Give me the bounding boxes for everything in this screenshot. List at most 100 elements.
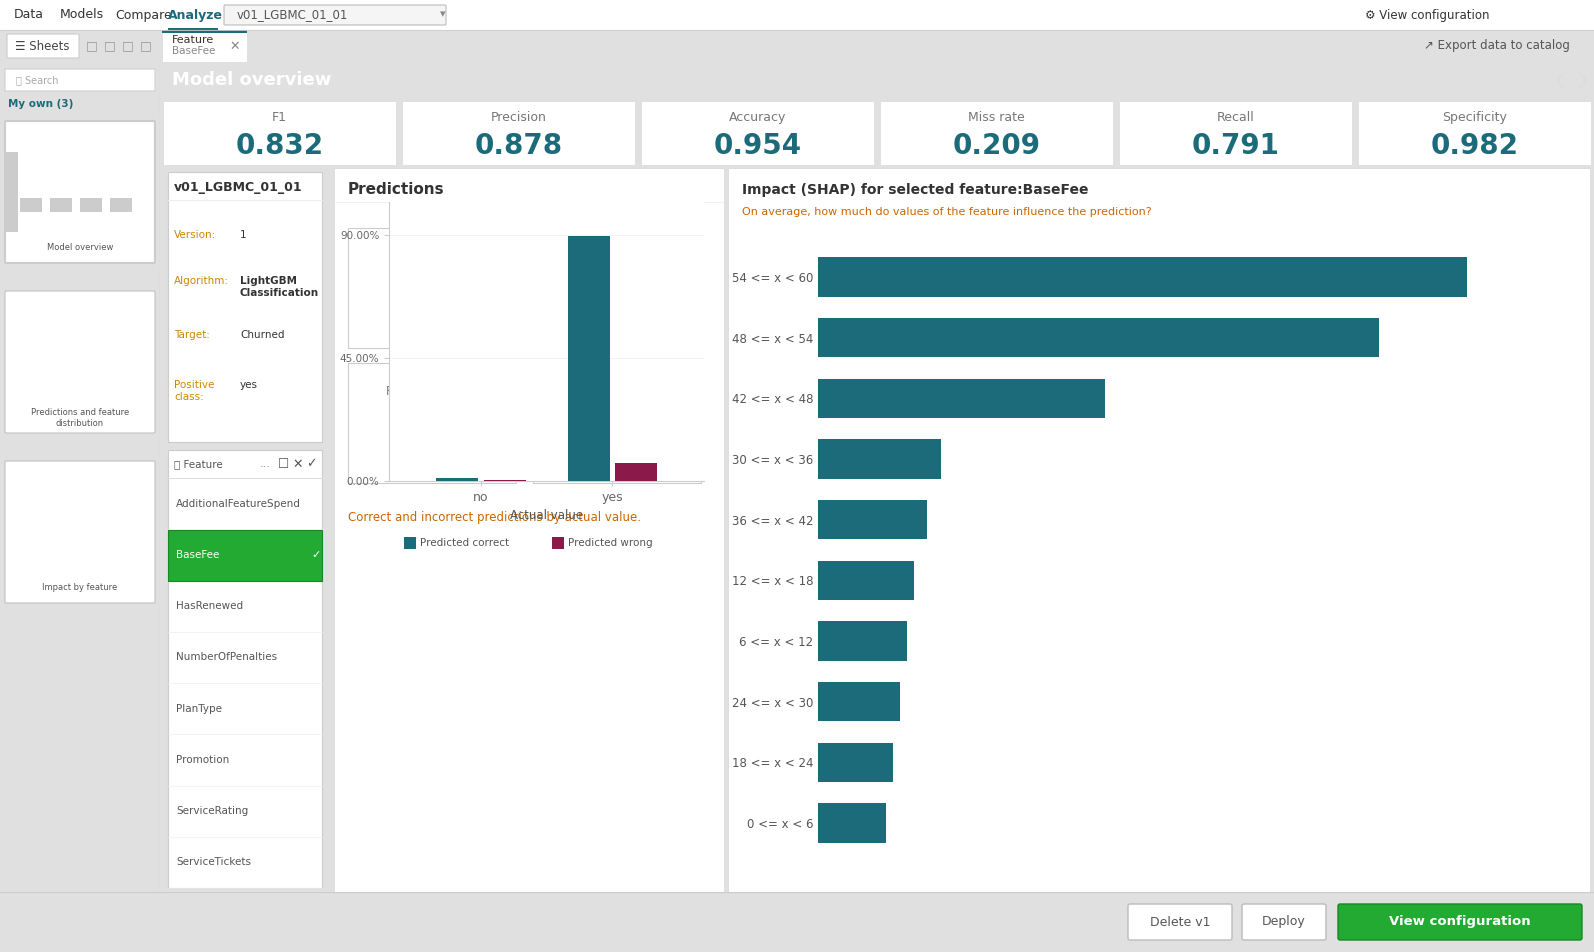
Text: ServiceRating: ServiceRating (175, 806, 249, 816)
FancyBboxPatch shape (1337, 904, 1581, 940)
Text: ☐: ☐ (277, 458, 289, 470)
Bar (80, 198, 102, 212)
FancyBboxPatch shape (532, 228, 701, 348)
Bar (641, 101, 874, 165)
Bar (818, 561, 913, 600)
Text: 0.878: 0.878 (475, 131, 563, 160)
Text: 🔍 Search: 🔍 Search (16, 75, 59, 85)
Text: Predictions and feature
distribution: Predictions and feature distribution (30, 408, 129, 427)
FancyBboxPatch shape (1242, 904, 1326, 940)
Text: PlanType: PlanType (175, 704, 222, 714)
Text: Version:: Version: (174, 230, 217, 240)
FancyBboxPatch shape (532, 363, 701, 483)
Bar (1358, 101, 1591, 165)
Text: ✕: ✕ (230, 39, 241, 52)
Text: 🔍 Feature: 🔍 Feature (174, 459, 223, 469)
FancyBboxPatch shape (347, 228, 516, 348)
Text: 19: 19 (405, 418, 459, 456)
Text: ✓: ✓ (311, 550, 320, 560)
Text: Predicted correct: Predicted correct (421, 538, 510, 548)
Text: Delete v1: Delete v1 (1149, 916, 1210, 928)
Text: v01_LGBMC_01_01: v01_LGBMC_01_01 (238, 8, 349, 21)
Text: False positives: False positives (574, 249, 660, 263)
Text: 0.982: 0.982 (1430, 131, 1519, 160)
Text: My own (3): My own (3) (8, 99, 73, 109)
Text: BaseFee: BaseFee (175, 550, 220, 560)
FancyBboxPatch shape (225, 5, 446, 25)
Text: Predicted wrong: Predicted wrong (569, 538, 654, 548)
Text: Model overview: Model overview (172, 71, 332, 89)
Text: ↗ Export data to catalog: ↗ Export data to catalog (1423, 39, 1570, 52)
Bar (553, 537, 564, 549)
Text: Algorithm:: Algorithm: (174, 276, 230, 286)
Text: Churned: Churned (241, 330, 284, 340)
Text: 1: 1 (241, 230, 247, 240)
Text: Accuracy: Accuracy (728, 111, 786, 124)
Text: Correct and incorrect predictions by actual value.: Correct and incorrect predictions by act… (347, 511, 641, 525)
FancyBboxPatch shape (5, 121, 155, 263)
Text: 72: 72 (405, 283, 459, 321)
FancyBboxPatch shape (167, 450, 322, 888)
Bar (818, 439, 940, 479)
Text: 0.209: 0.209 (953, 131, 1041, 160)
Text: ▾: ▾ (440, 10, 446, 19)
Text: AdditionalFeatureSpend: AdditionalFeatureSpend (175, 499, 301, 508)
X-axis label: Actual value: Actual value (510, 509, 583, 523)
Text: ⚙️ View configuration: ⚙️ View configuration (1366, 9, 1490, 22)
Text: Promotion: Promotion (175, 755, 230, 764)
Text: Precision: Precision (491, 111, 547, 124)
Text: □: □ (140, 39, 151, 52)
Bar (818, 682, 901, 722)
Text: yes: yes (241, 380, 258, 390)
Text: □: □ (86, 39, 97, 52)
Text: True positives: True positives (391, 249, 473, 263)
Text: ServiceTickets: ServiceTickets (175, 858, 250, 867)
FancyBboxPatch shape (347, 363, 516, 483)
Bar (437, 478, 478, 481)
Text: Positive
class:: Positive class: (174, 380, 214, 402)
Bar (167, 28, 218, 30)
Text: False negatives: False negatives (386, 385, 478, 398)
Bar (110, 198, 132, 212)
Text: ...: ... (260, 459, 271, 469)
Bar (167, 530, 322, 581)
FancyBboxPatch shape (1129, 904, 1232, 940)
Text: 10: 10 (590, 283, 644, 321)
Text: Specificity: Specificity (1443, 111, 1506, 124)
Bar (49, 198, 72, 212)
Bar (818, 622, 907, 661)
Text: View configuration: View configuration (1390, 916, 1530, 928)
Text: ❮  ❯: ❮ ❯ (1554, 72, 1589, 88)
Bar (1119, 101, 1352, 165)
Bar (163, 30, 247, 62)
Bar (818, 743, 893, 782)
Bar (818, 257, 1468, 297)
Text: LightGBM
Classification: LightGBM Classification (241, 276, 319, 298)
Text: Models: Models (61, 9, 104, 22)
FancyBboxPatch shape (5, 291, 155, 433)
Text: v01_LGBMC_01_01: v01_LGBMC_01_01 (174, 182, 303, 194)
Text: 531: 531 (577, 418, 658, 456)
Text: NumberOfPenalties: NumberOfPenalties (175, 652, 277, 663)
Bar (818, 318, 1379, 357)
Text: Compare: Compare (115, 9, 172, 22)
Text: Deploy: Deploy (1262, 916, 1305, 928)
Bar (6, 152, 18, 232)
Text: True negatives: True negatives (574, 385, 660, 398)
Text: HasRenewed: HasRenewed (175, 601, 244, 611)
Text: 0.832: 0.832 (236, 131, 324, 160)
Bar (615, 464, 657, 481)
FancyBboxPatch shape (5, 461, 155, 603)
Bar (818, 803, 886, 843)
Bar (818, 500, 928, 540)
Bar (21, 198, 41, 212)
Bar (163, 30, 247, 33)
Text: BaseFee: BaseFee (172, 46, 215, 56)
Text: 0.954: 0.954 (714, 131, 802, 160)
Text: ✓: ✓ (306, 458, 317, 470)
FancyBboxPatch shape (167, 172, 322, 442)
Bar (483, 480, 526, 481)
FancyBboxPatch shape (5, 69, 155, 91)
Bar (405, 537, 416, 549)
Text: □: □ (123, 39, 134, 52)
